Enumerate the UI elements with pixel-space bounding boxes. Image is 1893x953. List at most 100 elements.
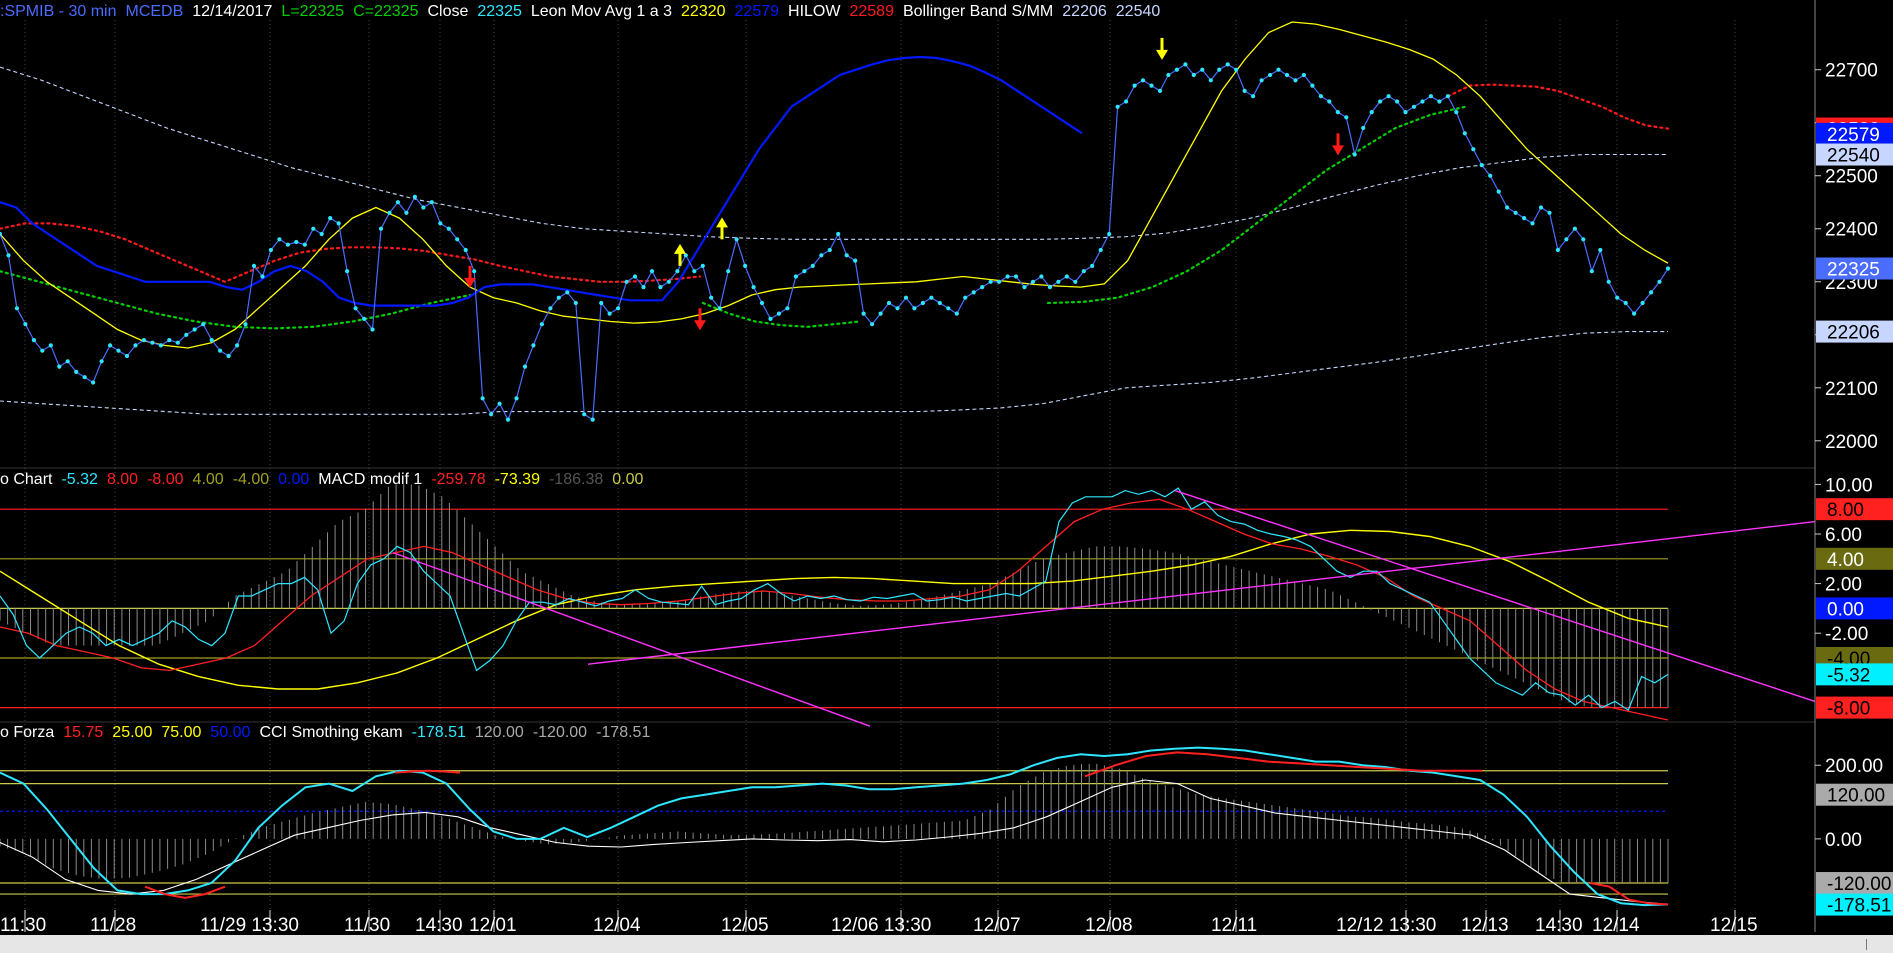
scroll-thumb[interactable]: [1866, 939, 1887, 950]
x-tick-label: 12/12 13:30: [1336, 915, 1436, 936]
close-point: [1140, 78, 1146, 83]
close-point: [116, 348, 121, 353]
close-point: [946, 306, 951, 311]
close-point: [1665, 266, 1671, 271]
legend-item: -186.38: [548, 471, 604, 488]
close-point: [6, 253, 11, 258]
value-badge-text: -8.00: [1827, 699, 1870, 720]
y-tick-label: 22500: [1825, 167, 1878, 188]
price-hilow_green3-line: [1046, 105, 1467, 305]
y-tick-label: 200.00: [1825, 756, 1883, 777]
close-point: [218, 348, 223, 353]
close-point: [1259, 78, 1264, 83]
close-point: [158, 343, 163, 348]
value-badge-bg: [1816, 143, 1893, 166]
legend-item: 22206: [1062, 3, 1107, 20]
close-point: [1242, 88, 1247, 93]
close-point: [23, 322, 28, 327]
close-point: [251, 263, 257, 268]
value-badge: -178.51: [1816, 893, 1893, 917]
close-point: [700, 263, 705, 268]
arrow-head: [1156, 49, 1168, 60]
close-point: [353, 306, 358, 311]
close-point: [1293, 78, 1298, 83]
close-point: [1166, 72, 1171, 78]
close-point: [370, 327, 375, 332]
close-point: [1310, 83, 1315, 88]
close-point: [1361, 125, 1366, 131]
legend-item: 22579: [734, 3, 780, 20]
legend-item: MCEDB: [125, 3, 184, 20]
close-point: [1251, 94, 1256, 99]
legend-item: -178.51: [596, 724, 651, 741]
x-tick-label: 12/04: [593, 915, 641, 936]
arrow-head: [464, 277, 476, 288]
value-badge: 22540: [1816, 143, 1893, 167]
close-point: [150, 340, 155, 345]
close-point: [167, 338, 172, 343]
close-point: [1200, 67, 1205, 72]
legend-item: Close: [427, 3, 469, 20]
close-point: [980, 285, 985, 290]
close-point: [903, 295, 909, 300]
cci-panel-legend: o Forza 15.75 25.00 75.00 50.00 CCI Smothing …: [0, 724, 659, 742]
close-point: [1606, 279, 1611, 284]
close-point: [1056, 279, 1061, 284]
close-point: [378, 226, 384, 231]
close-point: [446, 226, 451, 231]
x-tick-label: 12/08: [1085, 915, 1133, 936]
close-point: [1437, 99, 1442, 104]
legend-item: 22540: [1115, 3, 1161, 20]
value-badge: -8.00: [1816, 696, 1893, 720]
arrow-down-icon: [464, 265, 476, 288]
horizontal-scrollbar[interactable]: [0, 935, 1893, 953]
macd-trend3-line: [1174, 489, 1816, 703]
legend-item: o Forza: [0, 724, 55, 741]
close-point: [1217, 67, 1222, 72]
close-point: [1564, 237, 1569, 242]
y-tick-label: 22400: [1825, 220, 1878, 241]
close-point: [65, 359, 70, 364]
close-point: [717, 306, 722, 311]
close-point: [666, 279, 672, 284]
value-badge-text: 120.00: [1827, 786, 1885, 807]
close-point: [1386, 94, 1391, 99]
value-badge-text: 8.00: [1827, 500, 1864, 521]
legend-item: -178.51: [411, 724, 466, 741]
close-point: [362, 316, 367, 321]
y-tick-label: 22100: [1825, 379, 1878, 400]
close-point: [675, 269, 680, 274]
price-panel-legend: :SPMIB - 30 min MCEDB 12/14/2017 L=22325 C=2…: [0, 3, 1169, 21]
close-point: [683, 253, 688, 258]
price-hilow_green2-line: [701, 301, 862, 328]
value-badge-bg: [1816, 597, 1893, 620]
value-badge-text: -5.32: [1827, 665, 1870, 686]
close-point: [497, 401, 502, 406]
close-point: [421, 205, 426, 210]
close-point: [1378, 99, 1383, 104]
close-point: [734, 237, 739, 242]
legend-item: o Chart: [0, 471, 53, 488]
macd-macd_yellow-line: [0, 529, 1669, 690]
close-point: [1649, 290, 1654, 295]
value-badge-text: 22325: [1827, 260, 1880, 281]
legend-item: 12/14/2017: [192, 3, 273, 20]
close-point: [1174, 67, 1179, 72]
close-point: [285, 242, 290, 247]
close-point: [1522, 216, 1527, 221]
x-tick-label: 14:30: [1535, 915, 1583, 936]
close-point: [1581, 237, 1586, 242]
close-point: [57, 364, 62, 369]
arrow-head: [694, 320, 706, 331]
value-badge: 120.00: [1816, 783, 1893, 807]
legend-item: C=22325: [353, 3, 419, 20]
legend-item: -4.00: [232, 471, 270, 488]
close-point: [531, 343, 536, 348]
close-point: [1462, 131, 1467, 136]
legend-item: 22325: [477, 3, 522, 20]
close-point: [1149, 83, 1154, 88]
close-point: [1344, 115, 1349, 120]
arrow-up-icon: [716, 217, 728, 240]
cci-cci_red-line: [144, 885, 226, 899]
value-badge-bg: [1816, 893, 1893, 916]
